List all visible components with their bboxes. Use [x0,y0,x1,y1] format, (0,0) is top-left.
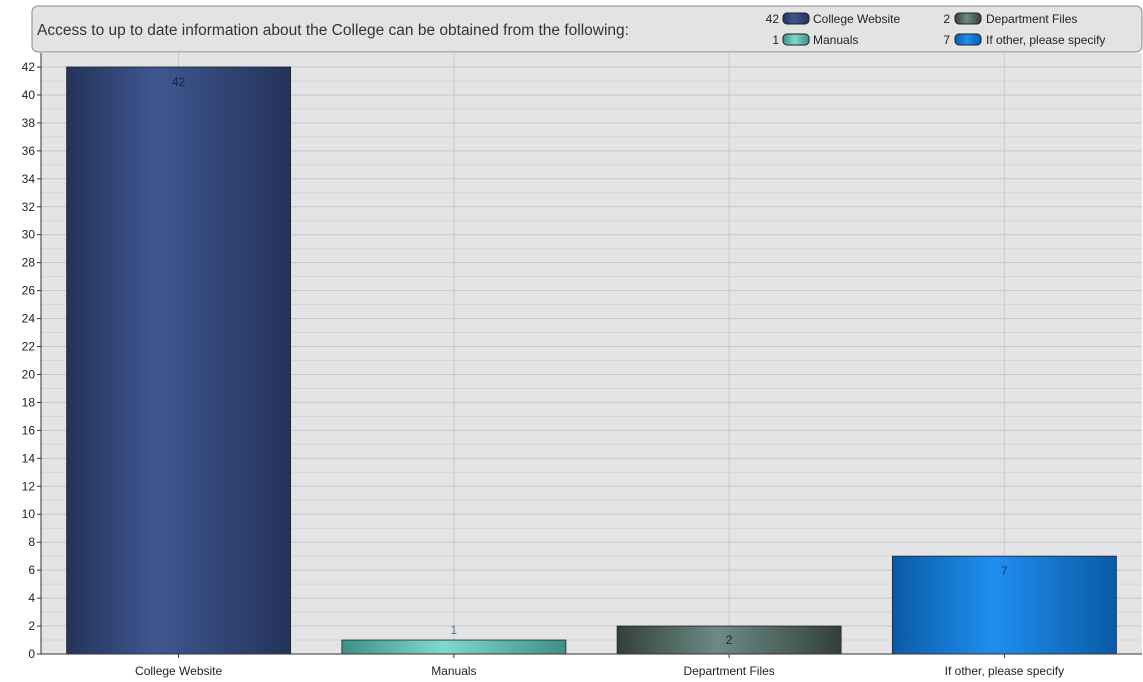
y-tick-label: 34 [22,172,36,186]
x-tick-label: College Website [135,664,222,678]
y-tick-label: 18 [22,395,36,409]
bar-manuals [341,639,567,655]
x-tick-label: Department Files [683,664,774,678]
y-tick-label: 2 [28,619,35,633]
legend-count-department-files: 2 [943,12,950,26]
legend-count-if-other: 7 [943,33,950,47]
data-label-department-files: 2 [726,633,733,647]
y-tick-label: 22 [22,340,36,354]
y-tick-label: 6 [28,563,35,577]
y-tick-label: 42 [22,60,36,74]
axes [37,53,1142,658]
y-tick-label: 30 [22,228,36,242]
y-tick-label: 32 [22,200,36,214]
y-tick-label: 24 [22,312,36,326]
y-tick-label: 40 [22,88,36,102]
y-tick-label: 14 [22,451,36,465]
bar-if-other-please-specify [891,555,1117,655]
data-label-if-other-please-specify: 7 [1001,564,1008,578]
legend-label-if-other: If other, please specify [986,33,1105,47]
y-tick-label: 8 [28,535,35,549]
bar-department-files [616,625,842,655]
legend-swatch-department-files [954,12,982,25]
data-label-manuals: 1 [451,623,458,637]
chart-title: Access to up to date information about t… [37,22,629,39]
legend-swatch-if-other [954,33,982,46]
axis-labels: 024681012141618202224262830323436384042C… [22,60,1064,678]
y-tick-label: 12 [22,479,36,493]
x-tick-label: If other, please specify [945,664,1064,678]
y-tick-label: 36 [22,144,36,158]
legend-swatch-college-website [782,12,810,25]
chart-legend: 42 College Website 2 Department Files 1 … [766,12,1106,47]
chart-header [31,5,1143,53]
y-tick-label: 16 [22,423,36,437]
data-label-college-website: 42 [172,75,186,89]
legend-count-college-website: 42 [766,12,780,26]
y-tick-label: 10 [22,507,36,521]
y-tick-label: 4 [28,591,35,605]
legend-count-manuals: 1 [772,33,779,47]
legend-swatch-manuals [782,33,810,46]
legend-label-department-files: Department Files [986,12,1077,26]
y-tick-label: 20 [22,367,36,381]
y-tick-label: 26 [22,284,36,298]
bars: 42 1 2 7 [66,66,1117,655]
y-tick-label: 28 [22,256,36,270]
y-tick-label: 0 [28,647,35,661]
x-tick-label: Manuals [431,664,476,678]
bar-college-website [66,66,292,655]
legend-label-college-website: College Website [813,12,900,26]
legend-label-manuals: Manuals [813,33,858,47]
y-tick-label: 38 [22,116,36,130]
